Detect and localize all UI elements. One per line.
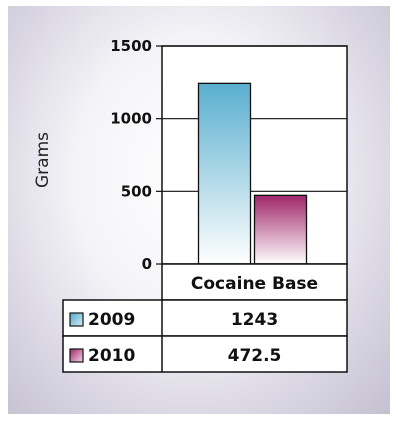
y-tick-label-500: 500: [121, 182, 152, 200]
bar-2010: [253, 194, 308, 265]
bars: [197, 82, 308, 265]
legend-swatch-2010: [69, 348, 84, 363]
value-label-2010: 472.5: [228, 346, 282, 366]
data-table: Cocaine Base 2009 1243 2010 472.5: [62, 263, 348, 373]
category-label: Cocaine Base: [191, 274, 318, 294]
y-tick-label-1000: 1000: [110, 110, 152, 128]
legend-label-2009: 2009: [88, 310, 135, 330]
y-tick-labels: 0 500 1000 1500: [110, 37, 152, 273]
y-tick-label-1500: 1500: [110, 37, 152, 55]
value-label-2009: 1243: [231, 310, 278, 330]
y-tick-label-0: 0: [142, 255, 152, 273]
y-axis-label: Grams: [33, 132, 53, 188]
legend-label-2010: 2010: [88, 346, 135, 366]
legend-swatch-2009: [69, 312, 84, 327]
bar-2009: [197, 82, 252, 265]
